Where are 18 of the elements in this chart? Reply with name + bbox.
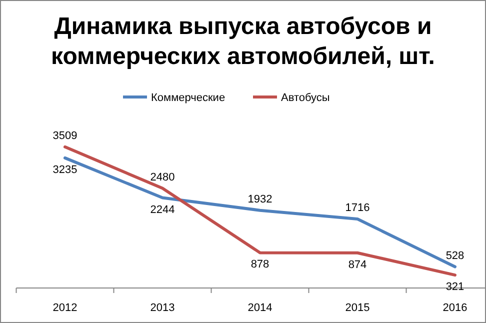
data-label: 321: [446, 281, 464, 294]
data-label: 2244: [150, 204, 175, 216]
data-label: 528: [446, 250, 464, 262]
data-label: 1716: [345, 202, 370, 214]
data-label: 3509: [52, 130, 78, 142]
data-label: 878: [250, 258, 270, 271]
x-tick-label: 2014: [248, 302, 272, 314]
chart-title: Динамика выпуска автобусов и коммерческих автомобилей, шт.: [51, 13, 435, 70]
data-label: 3235: [52, 164, 78, 176]
legend-label: Коммерческие: [151, 92, 226, 104]
x-tick-label: 2012: [52, 302, 78, 314]
data-label: 1932: [248, 193, 272, 206]
data-label: 874: [348, 258, 367, 271]
x-tick-label: 2016: [442, 302, 468, 314]
x-tick-label: 2013: [150, 302, 175, 314]
legend-label: Автобусы: [281, 92, 330, 104]
data-label: 2480: [150, 171, 175, 184]
x-tick-label: 2015: [345, 302, 370, 314]
